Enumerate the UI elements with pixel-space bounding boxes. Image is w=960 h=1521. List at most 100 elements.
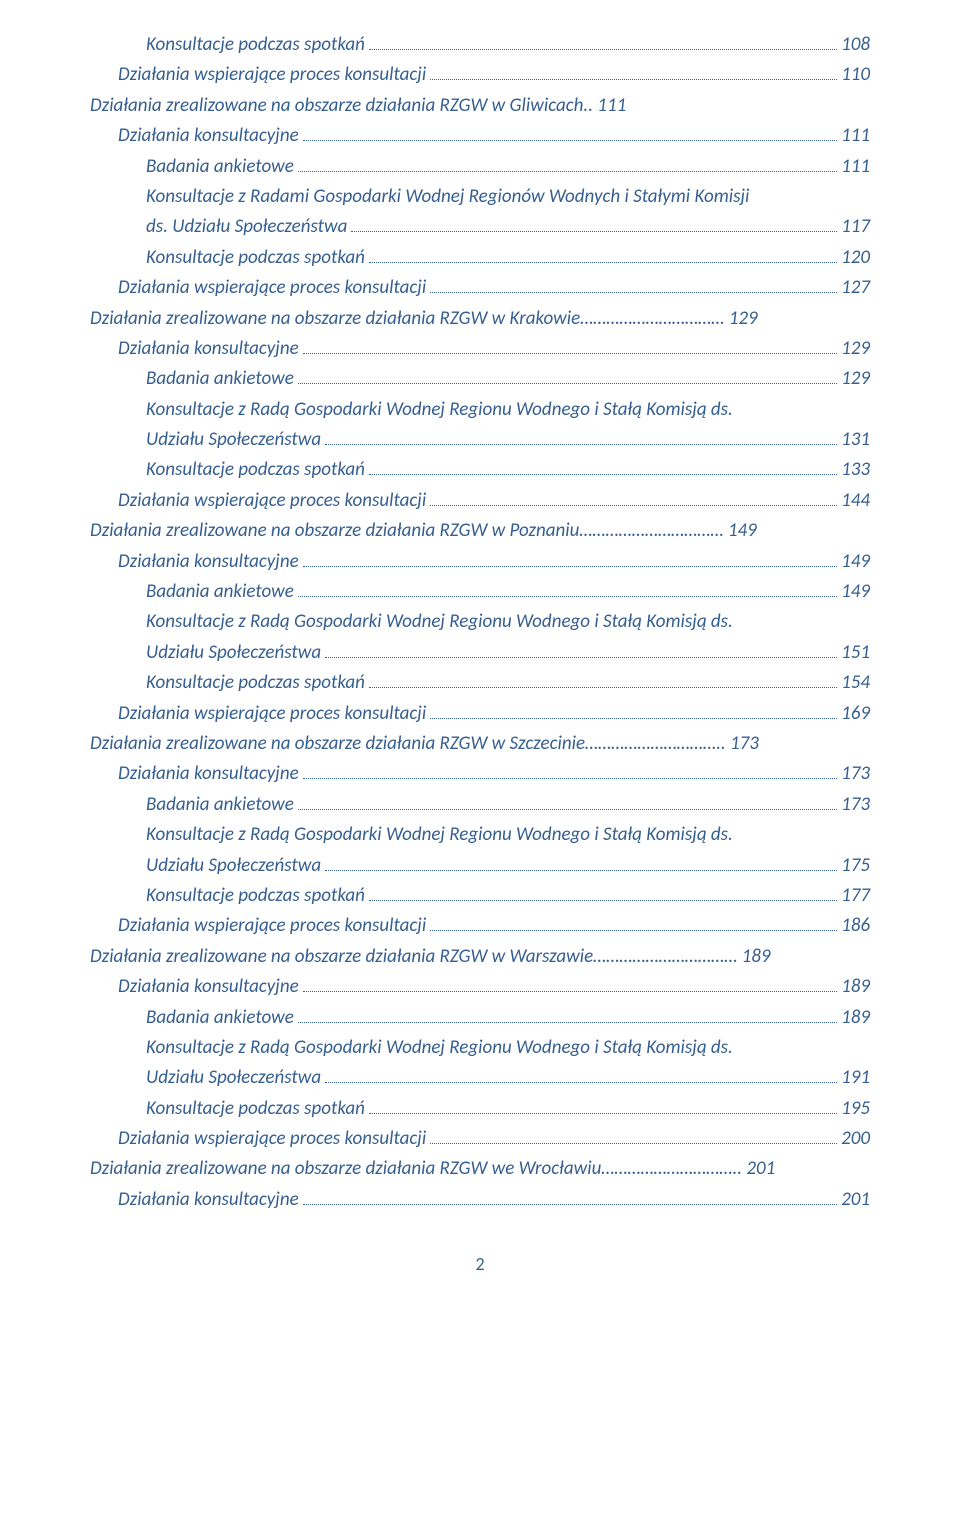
toc-entry: Działania zrealizowane na obszarze dział… [90,729,870,759]
toc-entry: Konsultacje z Radą Gospodarki Wodnej Reg… [146,607,870,637]
toc-entry-page: ………………………….. 201 [601,1154,775,1184]
toc-entry: Konsultacje podczas spotkań195 [146,1094,870,1124]
table-of-contents: Konsultacje podczas spotkań108Działania … [90,30,870,1215]
toc-entry-page: 111 [841,152,870,182]
toc-entry: Działania wspierające proces konsultacji… [118,911,870,941]
toc-entry-page: 149 [841,547,870,577]
toc-entry-text: Konsultacje podczas spotkań [146,1094,365,1124]
toc-entry-text: Konsultacje z Radą Gospodarki Wodnej Reg… [146,820,733,850]
toc-entry: Działania zrealizowane na obszarze dział… [90,304,870,334]
toc-entry-page: 127 [841,273,870,303]
toc-entry: Badania ankietowe 189 [146,1003,870,1033]
toc-entry: Konsultacje z Radą Gospodarki Wodnej Reg… [146,820,870,850]
toc-entry-page: 133 [841,455,870,485]
toc-entry-text: Badania ankietowe [146,364,294,394]
toc-leader-dots [298,160,837,171]
toc-leader-dots [298,586,837,597]
toc-entry: Konsultacje podczas spotkań154 [146,668,870,698]
toc-entry-text: Działania konsultacyjne [118,1185,299,1215]
toc-entry-text: Działania konsultacyjne [118,121,299,151]
toc-leader-dots [325,1072,837,1083]
toc-entry-text: Działania wspierające proces konsultacji [118,273,426,303]
toc-entry: Konsultacje podczas spotkań 133 [146,455,870,485]
toc-entry-text: Udziału Społeczeństwa [146,851,321,881]
toc-entry: Badania ankietowe 129 [146,364,870,394]
toc-entry: Konsultacje podczas spotkań177 [146,881,870,911]
toc-entry-text: Działania konsultacyjne [118,334,299,364]
toc-entry-page: 129 [841,364,870,394]
toc-entry-page: 189 [841,1003,870,1033]
toc-leader-dots [325,646,837,657]
toc-entry-page: 110 [841,60,870,90]
toc-entry-text: Działania zrealizowane na obszarze dział… [90,1154,601,1184]
toc-entry-text: Konsultacje z Radą Gospodarki Wodnej Reg… [146,395,733,425]
toc-entry-text: Udziału Społeczeństwa [146,425,321,455]
toc-entry-page: 191 [841,1063,870,1093]
toc-leader-dots [303,555,837,566]
toc-leader-dots [430,282,837,293]
toc-entry-page: 111 [841,121,870,151]
toc-leader-dots [369,1102,837,1113]
toc-leader-dots [298,798,837,809]
toc-entry-page: 149 [841,577,870,607]
toc-entry-page: 131 [841,425,870,455]
toc-entry-page: 200 [841,1124,870,1154]
toc-leader-dots [351,221,837,232]
toc-entry-text: Konsultacje podczas spotkań [146,243,365,273]
toc-leader-dots [430,707,837,718]
toc-entry-text: Konsultacje podczas spotkań [146,881,365,911]
toc-entry-text: Działania zrealizowane na obszarze dział… [90,304,580,334]
toc-entry: Konsultacje podczas spotkań 120 [146,243,870,273]
toc-entry-text: Badania ankietowe [146,577,294,607]
toc-entry-text: ds. Udziału Społeczeństwa [146,212,347,242]
toc-entry-page: …………………………… 189 [593,942,770,972]
toc-leader-dots [303,981,837,992]
toc-leader-dots [369,251,837,262]
toc-entry-continuation: Udziału Społeczeństwa 191 [146,1063,870,1093]
toc-entry-page: ………………………….. 173 [585,729,759,759]
toc-leader-dots [430,69,837,80]
toc-entry: Działania zrealizowane na obszarze dział… [90,91,870,121]
toc-leader-dots [303,768,837,779]
toc-entry-page: 117 [841,212,870,242]
toc-entry: Działania konsultacyjne 173 [118,759,870,789]
toc-entry-page: 108 [841,30,870,60]
toc-entry-page: 129 [841,334,870,364]
toc-entry: Działania konsultacyjne 149 [118,547,870,577]
toc-leader-dots [298,1011,837,1022]
toc-entry-text: Działania konsultacyjne [118,759,299,789]
toc-leader-dots [369,464,837,475]
toc-entry: Działania wspierające proces konsultacji… [118,486,870,516]
toc-entry-text: Udziału Społeczeństwa [146,1063,321,1093]
toc-entry: Konsultacje z Radą Gospodarki Wodnej Reg… [146,395,870,425]
toc-leader-dots [303,342,837,353]
toc-entry: Działania zrealizowane na obszarze dział… [90,516,870,546]
toc-entry: Działania konsultacyjne 111 [118,121,870,151]
toc-entry-page: 173 [841,790,870,820]
toc-leader-dots [369,890,837,901]
toc-leader-dots [303,1193,837,1204]
toc-entry: Działania konsultacyjne 129 [118,334,870,364]
toc-leader-dots [369,677,837,688]
toc-entry-text: Działania wspierające proces konsultacji [118,1124,426,1154]
toc-entry: Konsultacje z Radą Gospodarki Wodnej Reg… [146,1033,870,1063]
toc-entry-page: 120 [841,243,870,273]
toc-entry-page: …………………………… 149 [579,516,756,546]
toc-entry: Konsultacje podczas spotkań108 [146,30,870,60]
toc-entry-text: Działania konsultacyjne [118,547,299,577]
toc-entry-text: Badania ankietowe [146,1003,294,1033]
toc-entry: Działania zrealizowane na obszarze dział… [90,1154,870,1184]
toc-entry-text: Konsultacje z Radami Gospodarki Wodnej R… [146,182,749,212]
toc-entry: Badania ankietowe 149 [146,577,870,607]
toc-entry-page: …………………………… 129 [580,304,757,334]
toc-entry-text: Konsultacje z Radą Gospodarki Wodnej Reg… [146,1033,733,1063]
toc-entry-page: 201 [841,1185,870,1215]
toc-leader-dots [325,434,837,445]
toc-entry-text: Udziału Społeczeństwa [146,638,321,668]
toc-entry-page: 173 [841,759,870,789]
toc-entry-text: Konsultacje podczas spotkań [146,455,365,485]
toc-entry: Działania wspierające proces konsultacji… [118,273,870,303]
toc-entry-page: 169 [841,699,870,729]
toc-leader-dots [303,130,837,141]
toc-entry-continuation: ds. Udziału Społeczeństwa 117 [146,212,870,242]
